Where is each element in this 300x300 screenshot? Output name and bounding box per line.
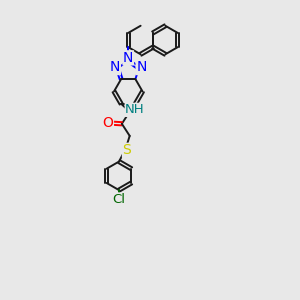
Text: N: N (136, 61, 146, 74)
Text: O: O (103, 116, 113, 130)
Text: S: S (122, 143, 131, 157)
Text: Cl: Cl (112, 193, 125, 206)
Text: N: N (110, 61, 120, 74)
Text: N: N (123, 51, 134, 65)
Text: NH: NH (125, 103, 145, 116)
